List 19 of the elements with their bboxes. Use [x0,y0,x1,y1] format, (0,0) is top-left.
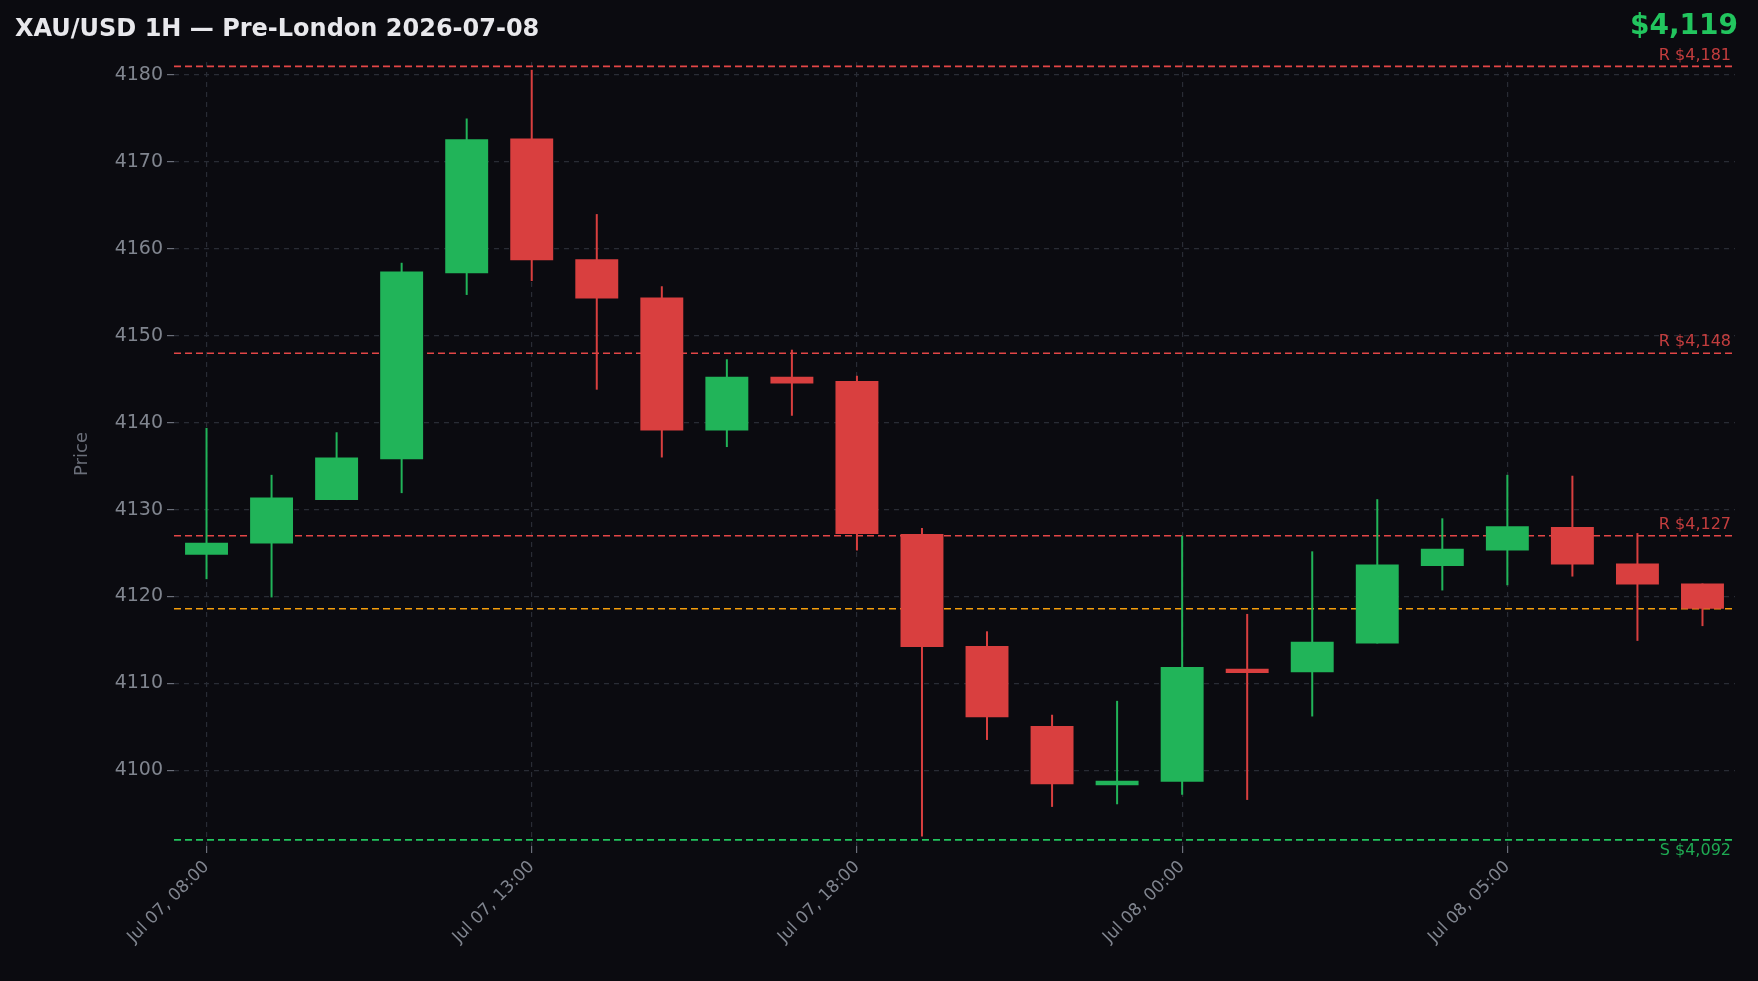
y-tick-label: 4100 [114,757,163,780]
y-tick-label: 4160 [114,235,163,258]
ref-line-label: S $4,092 [1659,840,1731,860]
ref-line-label: R $4,181 [1658,44,1731,64]
y-tick-label: 4180 [114,61,163,84]
y-tick-label: 4130 [114,496,163,519]
y-tick-label: 4140 [114,409,163,432]
y-tick-label: 4110 [114,670,163,693]
y-axis-title: Price [70,432,92,476]
chart-title: XAU/USD 1H — Pre-London 2026-07-08 [15,14,540,42]
ref-line-label: R $4,148 [1658,331,1731,351]
text: $4,119 [1629,8,1738,41]
y-tick-label: 4170 [114,148,163,171]
y-tick-label: 4120 [114,583,163,606]
candlestick [185,426,228,581]
candlestick [1095,699,1139,806]
ref-line-label: R $4,127 [1658,513,1731,533]
candlestick [1225,612,1269,801]
y-tick-label: 4150 [114,322,163,345]
